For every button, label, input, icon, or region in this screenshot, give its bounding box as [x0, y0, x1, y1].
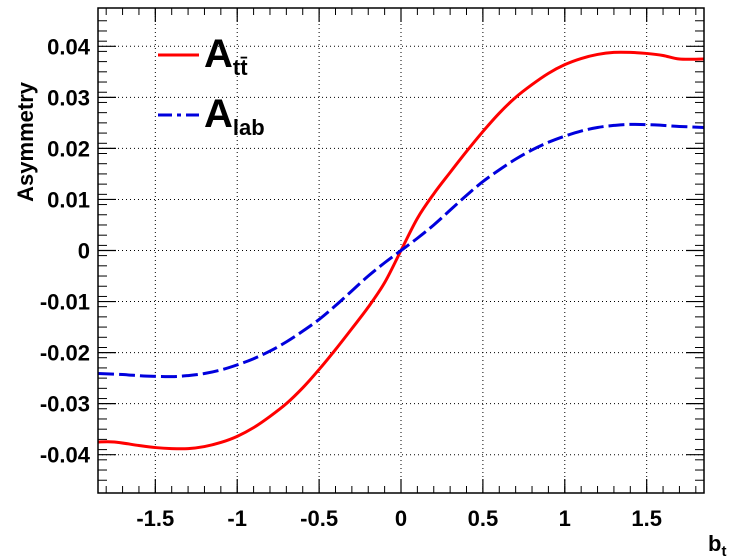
x-tick-labels: -1.5 -1 -0.5 0 0.5 1 1.5 [136, 506, 662, 531]
y-tick-label: -0.01 [40, 290, 90, 315]
y-tick-label: -0.03 [40, 392, 90, 417]
x-tick-label: -0.5 [300, 506, 338, 531]
plot-frame [97, 7, 705, 494]
series-lines [97, 50, 705, 451]
x-tick-label: 1.5 [631, 506, 662, 531]
x-tick-label: 1 [559, 506, 571, 531]
legend-label-att-sub: tt̄ [233, 55, 248, 80]
y-tick-label: -0.04 [40, 443, 91, 468]
y-tick-label: 0 [78, 239, 90, 264]
y-tick-label: 0.02 [47, 136, 90, 161]
legend-label-att: Att̄ [204, 32, 248, 80]
legend-label-alab-sub: lab [233, 115, 265, 140]
y-tick-label: 0.04 [47, 34, 91, 59]
legend-label-att-main: A [204, 32, 233, 76]
x-tick-label: -1 [227, 506, 247, 531]
x-tick-label: 0.5 [468, 506, 499, 531]
y-tick-labels: -0.04 -0.03 -0.02 -0.01 0 0.01 0.02 0.03 0.04 [40, 34, 91, 467]
y-tick-label: 0.03 [47, 85, 90, 110]
legend-label-alab-main: A [204, 92, 233, 136]
x-axis-title: bt [708, 531, 726, 556]
legend: Att̄ Alab [158, 32, 265, 140]
grid [98, 8, 704, 493]
x-axis-title-sub: t [721, 543, 726, 556]
y-tick-label: 0.01 [47, 187, 90, 212]
axis-ticks [98, 8, 704, 493]
y-axis-title: Asymmetry [13, 81, 38, 202]
x-tick-label: 0 [395, 506, 407, 531]
x-tick-label: -1.5 [136, 506, 174, 531]
y-tick-label: -0.02 [40, 341, 90, 366]
legend-label-alab: Alab [204, 92, 265, 140]
x-axis-title-main: b [708, 531, 721, 556]
series-line-alab [97, 122, 705, 379]
